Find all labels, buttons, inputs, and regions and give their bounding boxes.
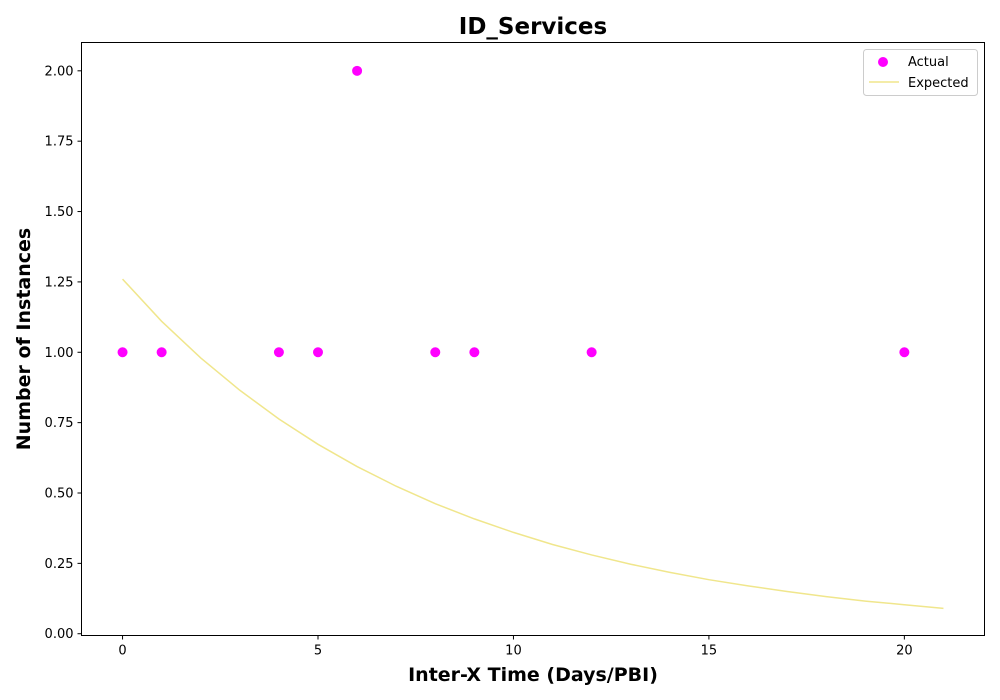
x-axis: 0 5 10 15 20 <box>118 635 913 659</box>
legend: Actual Expected <box>863 49 978 96</box>
actual-point <box>430 347 441 358</box>
actual-point <box>313 347 323 358</box>
x-tick-label: 5 <box>314 644 322 659</box>
actual-point <box>273 347 284 358</box>
y-tick-label: 1.00 <box>45 346 74 361</box>
y-tick-label: 0.00 <box>45 627 74 642</box>
actual-point <box>352 65 363 76</box>
actual-point <box>156 347 167 358</box>
y-tick-label: 1.50 <box>45 205 74 220</box>
y-tick-label: 0.75 <box>45 416 74 431</box>
actual-point <box>117 347 128 358</box>
legend-box <box>863 49 978 96</box>
y-axis: 0.00 0.25 0.50 0.75 1.00 1.25 1.50 1.75 2.00 <box>45 64 82 642</box>
actual-point <box>469 347 480 358</box>
legend-marker-actual <box>878 57 888 67</box>
y-tick-label: 2.00 <box>45 64 74 79</box>
plot-area <box>117 65 944 610</box>
x-tick-label: 15 <box>701 644 718 659</box>
x-tick-label: 20 <box>896 644 913 659</box>
y-tick-label: 0.50 <box>45 486 74 501</box>
y-tick-label: 1.75 <box>45 135 74 150</box>
actual-point <box>586 347 597 358</box>
x-tick-label: 0 <box>118 644 126 659</box>
x-tick-label: 10 <box>505 644 522 659</box>
legend-label-expected: Expected <box>908 76 969 91</box>
actual-point <box>899 347 910 358</box>
plot-frame <box>81 42 985 636</box>
chart-title: ID_Services <box>459 14 607 40</box>
x-axis-label: Inter-X Time (Days/PBI) <box>408 664 658 686</box>
y-tick-label: 0.25 <box>45 557 74 572</box>
legend-label-actual: Actual <box>908 55 949 70</box>
y-tick-label: 1.25 <box>45 275 74 290</box>
expected-line <box>121 278 944 610</box>
y-axis-label: Number of Instances <box>13 228 35 450</box>
